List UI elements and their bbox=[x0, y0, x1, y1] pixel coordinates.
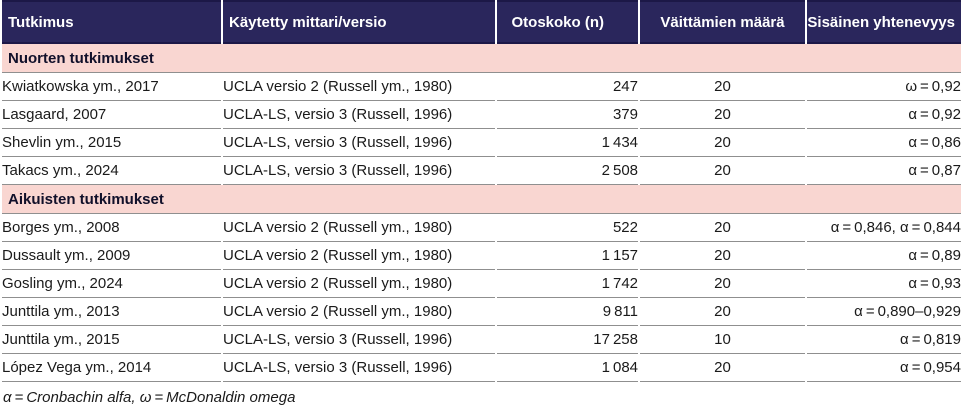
cell-study: Takacs ym., 2024 bbox=[2, 157, 221, 185]
table-row: Kwiatkowska ym., 2017 UCLA versio 2 (Rus… bbox=[2, 73, 961, 101]
cell-sample-size: 379 bbox=[497, 101, 638, 129]
cell-study: Junttila ym., 2013 bbox=[2, 298, 221, 326]
col-header-sample-size: Otoskoko (n) bbox=[497, 0, 638, 44]
cell-sample-size: 2 508 bbox=[497, 157, 638, 185]
cell-study: Kwiatkowska ym., 2017 bbox=[2, 73, 221, 101]
cell-measure: UCLA-LS, versio 3 (Russell, 1996) bbox=[223, 101, 495, 129]
cell-item-count: 20 bbox=[640, 298, 805, 326]
table-row: Takacs ym., 2024 UCLA-LS, versio 3 (Russ… bbox=[2, 157, 961, 185]
cell-item-count: 20 bbox=[640, 129, 805, 157]
cell-measure: UCLA versio 2 (Russell ym., 1980) bbox=[223, 242, 495, 270]
cell-consistency: α = 0,819 bbox=[807, 326, 961, 354]
cell-item-count: 20 bbox=[640, 101, 805, 129]
cell-study: Shevlin ym., 2015 bbox=[2, 129, 221, 157]
cell-sample-size: 247 bbox=[497, 73, 638, 101]
table-row: Junttila ym., 2013 UCLA versio 2 (Russel… bbox=[2, 298, 961, 326]
cell-measure: UCLA versio 2 (Russell ym., 1980) bbox=[223, 298, 495, 326]
cell-sample-size: 9 811 bbox=[497, 298, 638, 326]
cell-sample-size: 17 258 bbox=[497, 326, 638, 354]
col-header-consistency: Sisäinen yhtenevyys bbox=[807, 0, 961, 44]
header-row: Tutkimus Käytetty mittari/versio Otoskok… bbox=[2, 0, 961, 44]
cell-consistency: α = 0,93 bbox=[807, 270, 961, 298]
section-title: Aikuisten tutkimukset bbox=[2, 185, 961, 214]
cell-consistency: α = 0,89 bbox=[807, 242, 961, 270]
table-row: Shevlin ym., 2015 UCLA-LS, versio 3 (Rus… bbox=[2, 129, 961, 157]
cell-study: Gosling ym., 2024 bbox=[2, 270, 221, 298]
cell-item-count: 20 bbox=[640, 214, 805, 242]
col-header-study: Tutkimus bbox=[2, 0, 221, 44]
cell-measure: UCLA versio 2 (Russell ym., 1980) bbox=[223, 73, 495, 101]
cell-consistency: α = 0,86 bbox=[807, 129, 961, 157]
cell-consistency: α = 0,954 bbox=[807, 354, 961, 382]
cell-study: Junttila ym., 2015 bbox=[2, 326, 221, 354]
cell-consistency: α = 0,846, α = 0,844 bbox=[807, 214, 961, 242]
cell-measure: UCLA-LS, versio 3 (Russell, 1996) bbox=[223, 326, 495, 354]
cell-study: López Vega ym., 2014 bbox=[2, 354, 221, 382]
table-row: Dussault ym., 2009 UCLA versio 2 (Russel… bbox=[2, 242, 961, 270]
table-row: Junttila ym., 2015 UCLA-LS, versio 3 (Ru… bbox=[2, 326, 961, 354]
cell-item-count: 20 bbox=[640, 157, 805, 185]
col-header-measure: Käytetty mittari/versio bbox=[223, 0, 495, 44]
cell-sample-size: 1 742 bbox=[497, 270, 638, 298]
cell-study: Borges ym., 2008 bbox=[2, 214, 221, 242]
cell-study: Dussault ym., 2009 bbox=[2, 242, 221, 270]
cell-item-count: 20 bbox=[640, 73, 805, 101]
table-row: Lasgaard, 2007 UCLA-LS, versio 3 (Russel… bbox=[2, 101, 961, 129]
cell-measure: UCLA versio 2 (Russell ym., 1980) bbox=[223, 214, 495, 242]
studies-table: Tutkimus Käytetty mittari/versio Otoskok… bbox=[2, 0, 961, 382]
cell-sample-size: 1 084 bbox=[497, 354, 638, 382]
table-row: Borges ym., 2008 UCLA versio 2 (Russell … bbox=[2, 214, 961, 242]
table-row: López Vega ym., 2014 UCLA-LS, versio 3 (… bbox=[2, 354, 961, 382]
cell-measure: UCLA versio 2 (Russell ym., 1980) bbox=[223, 270, 495, 298]
cell-consistency: α = 0,87 bbox=[807, 157, 961, 185]
cell-sample-size: 522 bbox=[497, 214, 638, 242]
cell-study: Lasgaard, 2007 bbox=[2, 101, 221, 129]
cell-sample-size: 1 157 bbox=[497, 242, 638, 270]
cell-measure: UCLA-LS, versio 3 (Russell, 1996) bbox=[223, 157, 495, 185]
section-row-youth: Nuorten tutkimukset bbox=[2, 44, 961, 73]
section-title: Nuorten tutkimukset bbox=[2, 44, 961, 73]
cell-measure: UCLA-LS, versio 3 (Russell, 1996) bbox=[223, 354, 495, 382]
cell-item-count: 20 bbox=[640, 354, 805, 382]
cell-item-count: 20 bbox=[640, 242, 805, 270]
cell-measure: UCLA-LS, versio 3 (Russell, 1996) bbox=[223, 129, 495, 157]
cell-consistency: ω = 0,92 bbox=[807, 73, 961, 101]
cell-item-count: 20 bbox=[640, 270, 805, 298]
section-row-adults: Aikuisten tutkimukset bbox=[2, 185, 961, 214]
cell-consistency: α = 0,92 bbox=[807, 101, 961, 129]
footnote: α = Cronbachin alfa, ω = McDonaldin omeg… bbox=[3, 389, 296, 406]
cell-consistency: α = 0,890–0,929 bbox=[807, 298, 961, 326]
col-header-item-count: Väittämien määrä bbox=[640, 0, 805, 44]
cell-item-count: 10 bbox=[640, 326, 805, 354]
cell-sample-size: 1 434 bbox=[497, 129, 638, 157]
table-row: Gosling ym., 2024 UCLA versio 2 (Russell… bbox=[2, 270, 961, 298]
